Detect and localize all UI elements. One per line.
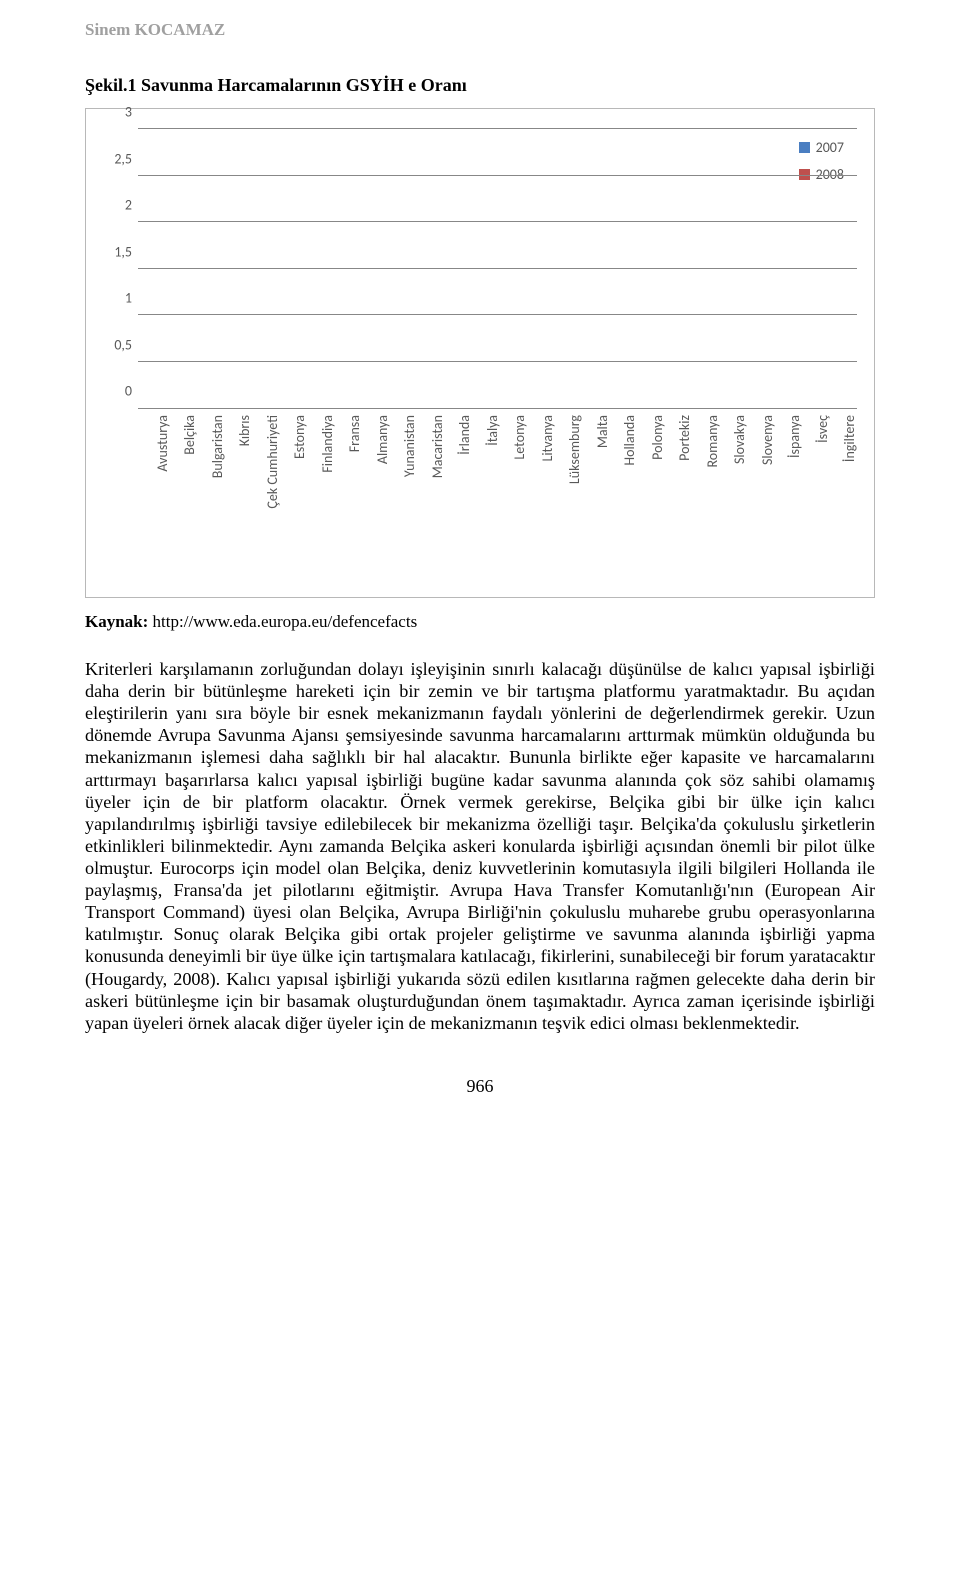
x-tick-label: İtalya (470, 415, 498, 585)
y-tick-label: 1 (104, 290, 132, 307)
x-tick-label: Slovakya (718, 415, 746, 585)
x-tick-label: Belçika (168, 415, 196, 585)
x-tick-label: Kıbrıs (223, 415, 251, 585)
x-tick-label: Litvanya (525, 415, 553, 585)
bars-row (138, 129, 857, 408)
page-number: 966 (85, 1076, 875, 1097)
body-paragraph: Kriterleri karşılamanın zorluğundan dola… (85, 658, 875, 1034)
y-tick-label: 3 (104, 104, 132, 121)
x-tick-label: İsveç (800, 415, 828, 585)
x-tick-label: Almanya (360, 415, 388, 585)
x-tick-label: Macaristan (415, 415, 443, 585)
figure-title: Şekil.1 Savunma Harcamalarının GSYİH e O… (85, 75, 875, 96)
y-tick-label: 2,5 (104, 150, 132, 167)
author-name: Sinem KOCAMAZ (85, 20, 875, 40)
x-tick-label: Estonya (278, 415, 306, 585)
x-tick-label: Romanya (690, 415, 718, 585)
x-tick-label: Malta (580, 415, 608, 585)
x-tick-label: Avusturya (140, 415, 168, 585)
y-tick-label: 0,5 (104, 336, 132, 353)
source-label: Kaynak: (85, 612, 148, 631)
x-tick-label: Finlandiya (305, 415, 333, 585)
x-tick-label: Yunanistan (388, 415, 416, 585)
plot-area: 00,511,522,53 (138, 129, 857, 409)
source-url: http://www.eda.europa.eu/defencefacts (153, 612, 418, 631)
y-tick-label: 2 (104, 197, 132, 214)
x-tick-label: Slovenya (745, 415, 773, 585)
x-tick-label: Fransa (333, 415, 361, 585)
figure-source: Kaynak: http://www.eda.europa.eu/defence… (85, 612, 875, 632)
y-tick-label: 0 (104, 383, 132, 400)
x-tick-label: Portekiz (663, 415, 691, 585)
x-tick-label: İngiltere (828, 415, 856, 585)
x-tick-label: Letonya (498, 415, 526, 585)
x-tick-label: Lüksemburg (553, 415, 581, 585)
chart-container: 2007 2008 00,511,522,53 AvusturyaBelçika… (85, 108, 875, 598)
x-axis-labels: AvusturyaBelçikaBulgaristanKıbrısÇek Cum… (138, 415, 857, 585)
x-tick-label: İrlanda (443, 415, 471, 585)
y-tick-label: 1,5 (104, 243, 132, 260)
x-tick-label: Bulgaristan (195, 415, 223, 585)
x-tick-label: Polonya (635, 415, 663, 585)
x-tick-label: İspanya (773, 415, 801, 585)
x-tick-label: Hollanda (608, 415, 636, 585)
x-tick-label: Çek Cumhuriyeti (250, 415, 278, 585)
